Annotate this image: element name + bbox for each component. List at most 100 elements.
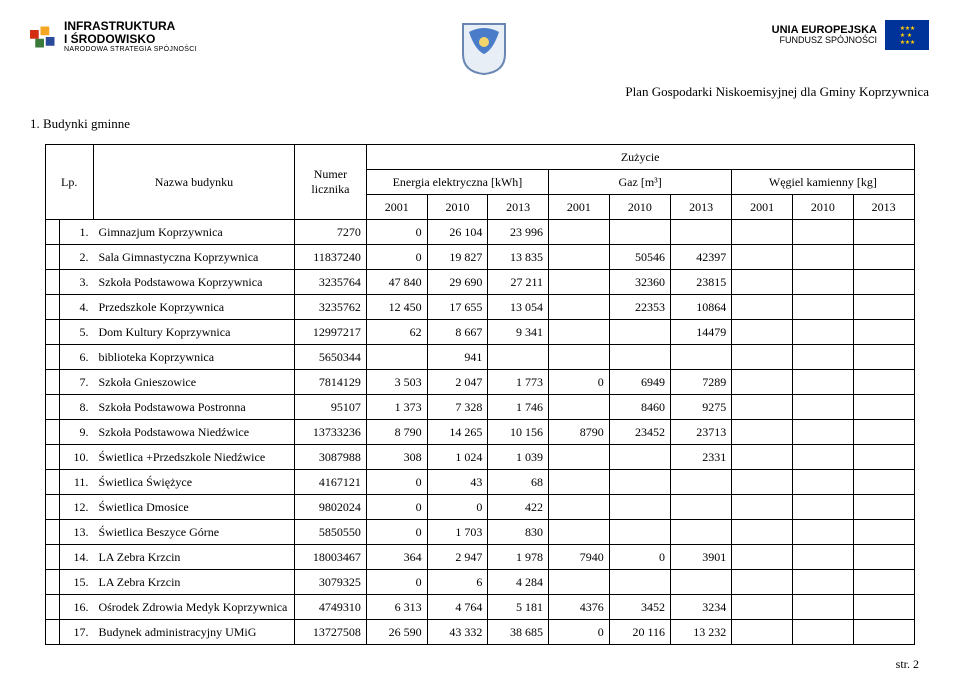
cell-value — [671, 570, 732, 595]
cell-lp: 12. — [60, 495, 94, 520]
cell-licznik: 4167121 — [294, 470, 366, 495]
cell-value — [792, 370, 853, 395]
cell-name: Świetlica Beszyce Górne — [93, 520, 294, 545]
cell-value — [732, 495, 793, 520]
table-row: 16.Ośrodek Zdrowia Medyk Koprzywnica4749… — [45, 595, 914, 620]
cell-value: 1 024 — [427, 445, 488, 470]
cell-value — [609, 520, 670, 545]
plan-title: Plan Gospodarki Niskoemisyjnej dla Gminy… — [30, 84, 929, 100]
cell-lp: 13. — [60, 520, 94, 545]
cell-value: 42397 — [671, 245, 732, 270]
table-row: 11.Świetlica Świężyce416712104368 — [45, 470, 914, 495]
cell-value: 47 840 — [366, 270, 427, 295]
cell-licznik: 12997217 — [294, 320, 366, 345]
cell-value — [549, 345, 610, 370]
row-spacer — [45, 245, 60, 270]
cell-name: Szkoła Gnieszowice — [93, 370, 294, 395]
cell-value — [609, 445, 670, 470]
cell-value — [732, 295, 793, 320]
row-spacer — [45, 320, 60, 345]
left-logo-sub: NARODOWA STRATEGIA SPÓJNOŚCI — [64, 46, 197, 54]
cell-licznik: 4749310 — [294, 595, 366, 620]
year-cell: 2001 — [366, 195, 427, 220]
cell-value: 4 764 — [427, 595, 488, 620]
row-spacer — [45, 295, 60, 320]
row-spacer — [45, 595, 60, 620]
cell-lp: 4. — [60, 295, 94, 320]
col-licznik: Numer licznika — [294, 145, 366, 220]
year-cell: 2010 — [609, 195, 670, 220]
right-logo-text: UNIA EUROPEJSKA FUNDUSZ SPÓJNOŚCI — [772, 24, 877, 46]
cell-value — [732, 220, 793, 245]
table-row: 3.Szkoła Podstawowa Koprzywnica323576447… — [45, 270, 914, 295]
cell-value — [549, 570, 610, 595]
cell-value — [609, 495, 670, 520]
cell-lp: 2. — [60, 245, 94, 270]
cell-value: 29 690 — [427, 270, 488, 295]
cell-value — [853, 245, 914, 270]
cell-value: 6949 — [609, 370, 670, 395]
cell-value: 62 — [366, 320, 427, 345]
cell-value: 7289 — [671, 370, 732, 395]
cell-licznik: 95107 — [294, 395, 366, 420]
cell-value — [549, 470, 610, 495]
cell-value — [792, 270, 853, 295]
cell-value — [792, 295, 853, 320]
cell-name: Świetlica Świężyce — [93, 470, 294, 495]
table-body: 1.Gimnazjum Koprzywnica7270026 10423 996… — [45, 220, 914, 645]
table-row: 12.Świetlica Dmosice980202400422 — [45, 495, 914, 520]
cell-value — [732, 245, 793, 270]
row-spacer — [45, 545, 60, 570]
cell-value — [792, 545, 853, 570]
cell-value — [549, 495, 610, 520]
cell-value — [732, 270, 793, 295]
cell-licznik: 3087988 — [294, 445, 366, 470]
cell-name: Świetlica +Przedszkole Niedźwice — [93, 445, 294, 470]
page-footer: str. 2 — [30, 657, 929, 672]
cell-name: Świetlica Dmosice — [93, 495, 294, 520]
cell-name: Szkoła Podstawowa Koprzywnica — [93, 270, 294, 295]
cell-value — [792, 220, 853, 245]
cell-lp: 10. — [60, 445, 94, 470]
row-spacer — [45, 220, 60, 245]
cell-name: LA Zebra Krzcin — [93, 570, 294, 595]
cell-value: 12 450 — [366, 295, 427, 320]
cell-value: 22353 — [609, 295, 670, 320]
cell-value: 0 — [366, 220, 427, 245]
cell-value: 8790 — [549, 420, 610, 445]
col-energy: Energia elektryczna [kWh] — [366, 170, 548, 195]
table-row: 1.Gimnazjum Koprzywnica7270026 10423 996 — [45, 220, 914, 245]
cell-value: 8460 — [609, 395, 670, 420]
table-row: 5.Dom Kultury Koprzywnica12997217628 667… — [45, 320, 914, 345]
cell-value — [853, 545, 914, 570]
cell-value — [671, 520, 732, 545]
table-row: 8.Szkoła Podstawowa Postronna951071 3737… — [45, 395, 914, 420]
cell-value — [853, 295, 914, 320]
cell-value — [732, 470, 793, 495]
col-zuzycie: Zużycie — [366, 145, 914, 170]
cell-value — [549, 445, 610, 470]
col-gas: Gaz [m³] — [549, 170, 732, 195]
cell-lp: 11. — [60, 470, 94, 495]
cell-value — [853, 495, 914, 520]
row-spacer — [45, 345, 60, 370]
cell-value — [792, 520, 853, 545]
cell-value: 308 — [366, 445, 427, 470]
infra-logo-icon — [30, 23, 58, 51]
cell-value — [853, 345, 914, 370]
cell-value: 7940 — [549, 545, 610, 570]
cell-value: 1 746 — [488, 395, 549, 420]
cell-value: 26 104 — [427, 220, 488, 245]
cell-value — [549, 270, 610, 295]
row-spacer — [45, 370, 60, 395]
cell-value — [732, 595, 793, 620]
col-name: Nazwa budynku — [93, 145, 294, 220]
cell-value — [853, 370, 914, 395]
cell-value: 0 — [366, 520, 427, 545]
cell-lp: 15. — [60, 570, 94, 595]
left-logo-text: INFRASTRUKTURA I ŚRODOWISKO NARODOWA STR… — [64, 20, 197, 54]
cell-name: Ośrodek Zdrowia Medyk Koprzywnica — [93, 595, 294, 620]
cell-value — [732, 370, 793, 395]
cell-value — [792, 320, 853, 345]
table-row: 4.Przedszkole Koprzywnica323576212 45017… — [45, 295, 914, 320]
